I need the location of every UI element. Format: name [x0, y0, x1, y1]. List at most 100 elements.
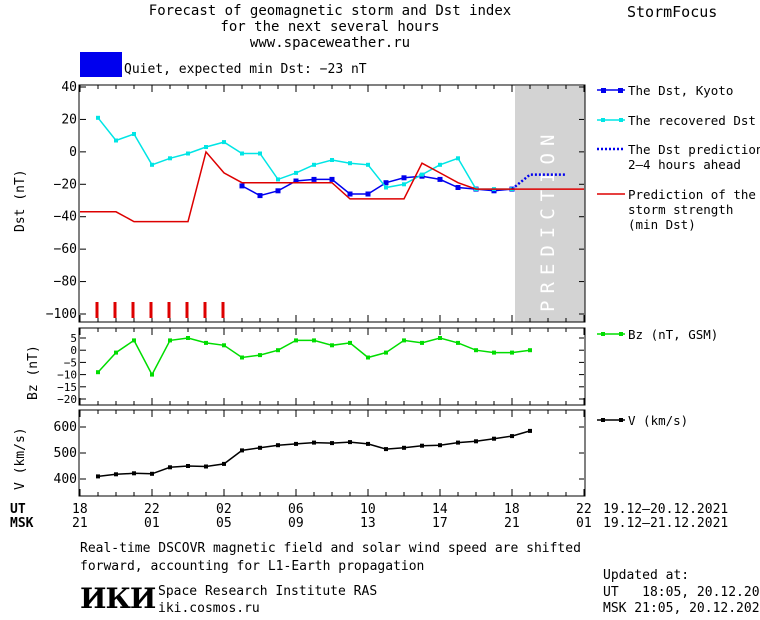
updated-ut: UT 18:05, 20.12.2021 — [603, 585, 760, 600]
dst-series-1-point — [204, 145, 208, 149]
dst-series-3-line — [80, 150, 584, 223]
v-series-0-point — [438, 443, 442, 448]
bz-series-0-point — [420, 340, 424, 345]
v-series-0-point — [294, 441, 298, 446]
dst-series-1-point — [168, 156, 172, 161]
v-series-0-point — [168, 465, 172, 470]
legend-v: V (km/s) — [628, 413, 689, 428]
v-series-0-point — [240, 448, 244, 453]
institute-site: iki.cosmos.ru — [158, 601, 260, 616]
institute-name: Space Research Institute RAS — [158, 584, 378, 599]
iki-logo: ИКИ — [80, 582, 156, 615]
legend-glyph-bz — [597, 332, 625, 336]
bz-ytick-label: 0 — [70, 344, 77, 357]
dst-series-2-line — [511, 173, 566, 191]
bz-ytick-label: −10 — [57, 369, 77, 382]
v-ytick-label: 500 — [54, 446, 77, 461]
v-series-0-line — [97, 430, 531, 478]
status-text: Quiet, expected min Dst: −23 nT — [124, 62, 367, 77]
v-panel-frame — [78, 409, 586, 497]
dst-series-1-point — [114, 138, 118, 143]
msk-tick-label: 01 — [576, 516, 592, 531]
msk-tick-label: 21 — [72, 516, 88, 531]
bz-series-0-point — [96, 370, 100, 375]
v-series-0-point — [366, 441, 370, 446]
legend-strength: Prediction of the storm strength (min Ds… — [628, 187, 756, 232]
v-series-0-point — [528, 428, 532, 433]
dst-series-1-point — [456, 156, 460, 161]
bz-series-0-point — [438, 336, 442, 340]
bz-series-0-point — [510, 350, 514, 355]
title-line-2: for the next several hours — [220, 19, 440, 35]
dst-series-1-point — [384, 185, 388, 190]
dst-series-1-point — [222, 140, 226, 145]
dst-ytick-label: −60 — [54, 242, 77, 257]
dst-series-1-point — [258, 151, 262, 156]
bz-series-0-point — [114, 350, 118, 355]
dst-ytick-label: −40 — [54, 210, 77, 225]
v-series-0-point — [510, 434, 514, 439]
dst-series-1-point — [312, 162, 316, 167]
dst-ytick-label: −80 — [54, 275, 77, 290]
dst-series-0-point — [383, 180, 389, 186]
ut-tick-label: 06 — [288, 502, 304, 517]
bz-series-0-point — [492, 350, 496, 355]
msk-tick-label: 09 — [288, 516, 304, 531]
bz-series-0-point — [402, 338, 406, 343]
v-series-0-point — [348, 440, 352, 445]
dst-series-1-point — [294, 170, 298, 175]
dst-series-0-point — [365, 191, 371, 197]
v-series-0-point — [384, 447, 388, 452]
bz-series-0-point — [132, 338, 136, 343]
bz-series-0-point — [240, 355, 244, 360]
dst-series-0-point — [275, 188, 281, 194]
prediction-label: PREDICTION — [537, 128, 559, 312]
dst-series-0-point — [293, 178, 299, 184]
legend-dst-kyoto: The Dst, Kyoto — [628, 83, 734, 98]
legend-strength-line3: (min Dst) — [628, 217, 696, 232]
status-swatch — [80, 52, 122, 77]
dst-series-0-line — [241, 175, 513, 197]
dst-series-1-point — [420, 172, 424, 177]
legend-glyph-recovered — [597, 118, 625, 122]
ut-tick-label: 22 — [576, 502, 592, 517]
v-ytick-label: 600 — [54, 420, 77, 435]
v-series-0-point — [420, 443, 424, 448]
dst-series-1-point — [402, 182, 406, 187]
footer-note-line1: Real-time DSCOVR magnetic field and sola… — [80, 541, 581, 556]
v-series-0-point — [96, 474, 100, 479]
legend-recovered: The recovered Dst — [628, 113, 756, 128]
bz-series-0-point — [474, 348, 478, 353]
dst-series-0-point — [329, 176, 335, 182]
bz-series-0-point — [294, 338, 298, 343]
bz-series-0-point — [222, 343, 226, 348]
updated-label: Updated at: — [603, 568, 690, 583]
bz-series-0-point — [276, 348, 280, 353]
v-series-0-point — [222, 461, 226, 466]
bz-series-0-point — [186, 336, 190, 340]
msk-axis-label: MSK — [10, 516, 34, 531]
footer-note-line2: forward, accounting for L1-Earth propaga… — [80, 559, 425, 574]
bz-ytick-label: −5 — [64, 356, 77, 369]
dst-series-0-point — [239, 183, 245, 189]
footer-note: Real-time DSCOVR magnetic field and sola… — [80, 540, 581, 576]
bz-series-0-point — [528, 348, 532, 353]
dst-series-1-point — [186, 151, 190, 156]
bz-ytick-label: 5 — [70, 332, 77, 345]
v-series-0-point — [456, 440, 460, 445]
dst-series-0-point — [455, 185, 461, 190]
bz-series-0-point — [456, 340, 460, 345]
ut-tick-label: 02 — [216, 502, 232, 517]
bz-axis-title: Bz (nT) — [26, 345, 41, 400]
updated-msk: MSK 21:05, 20.12.2021 — [603, 601, 760, 616]
dst-series-0-point — [257, 193, 263, 199]
dst-series-0-point — [401, 175, 407, 181]
dst-series-1-point — [366, 162, 370, 167]
ut-axis-label: UT — [10, 502, 26, 517]
bz-panel-frame — [78, 327, 586, 406]
legend-prediction-line1: The Dst prediction — [628, 142, 760, 157]
title-line-3: www.spaceweather.ru — [249, 35, 411, 51]
legend-prediction: The Dst prediction 2–4 hours ahead — [628, 142, 760, 172]
v-series-0-point — [474, 439, 478, 444]
